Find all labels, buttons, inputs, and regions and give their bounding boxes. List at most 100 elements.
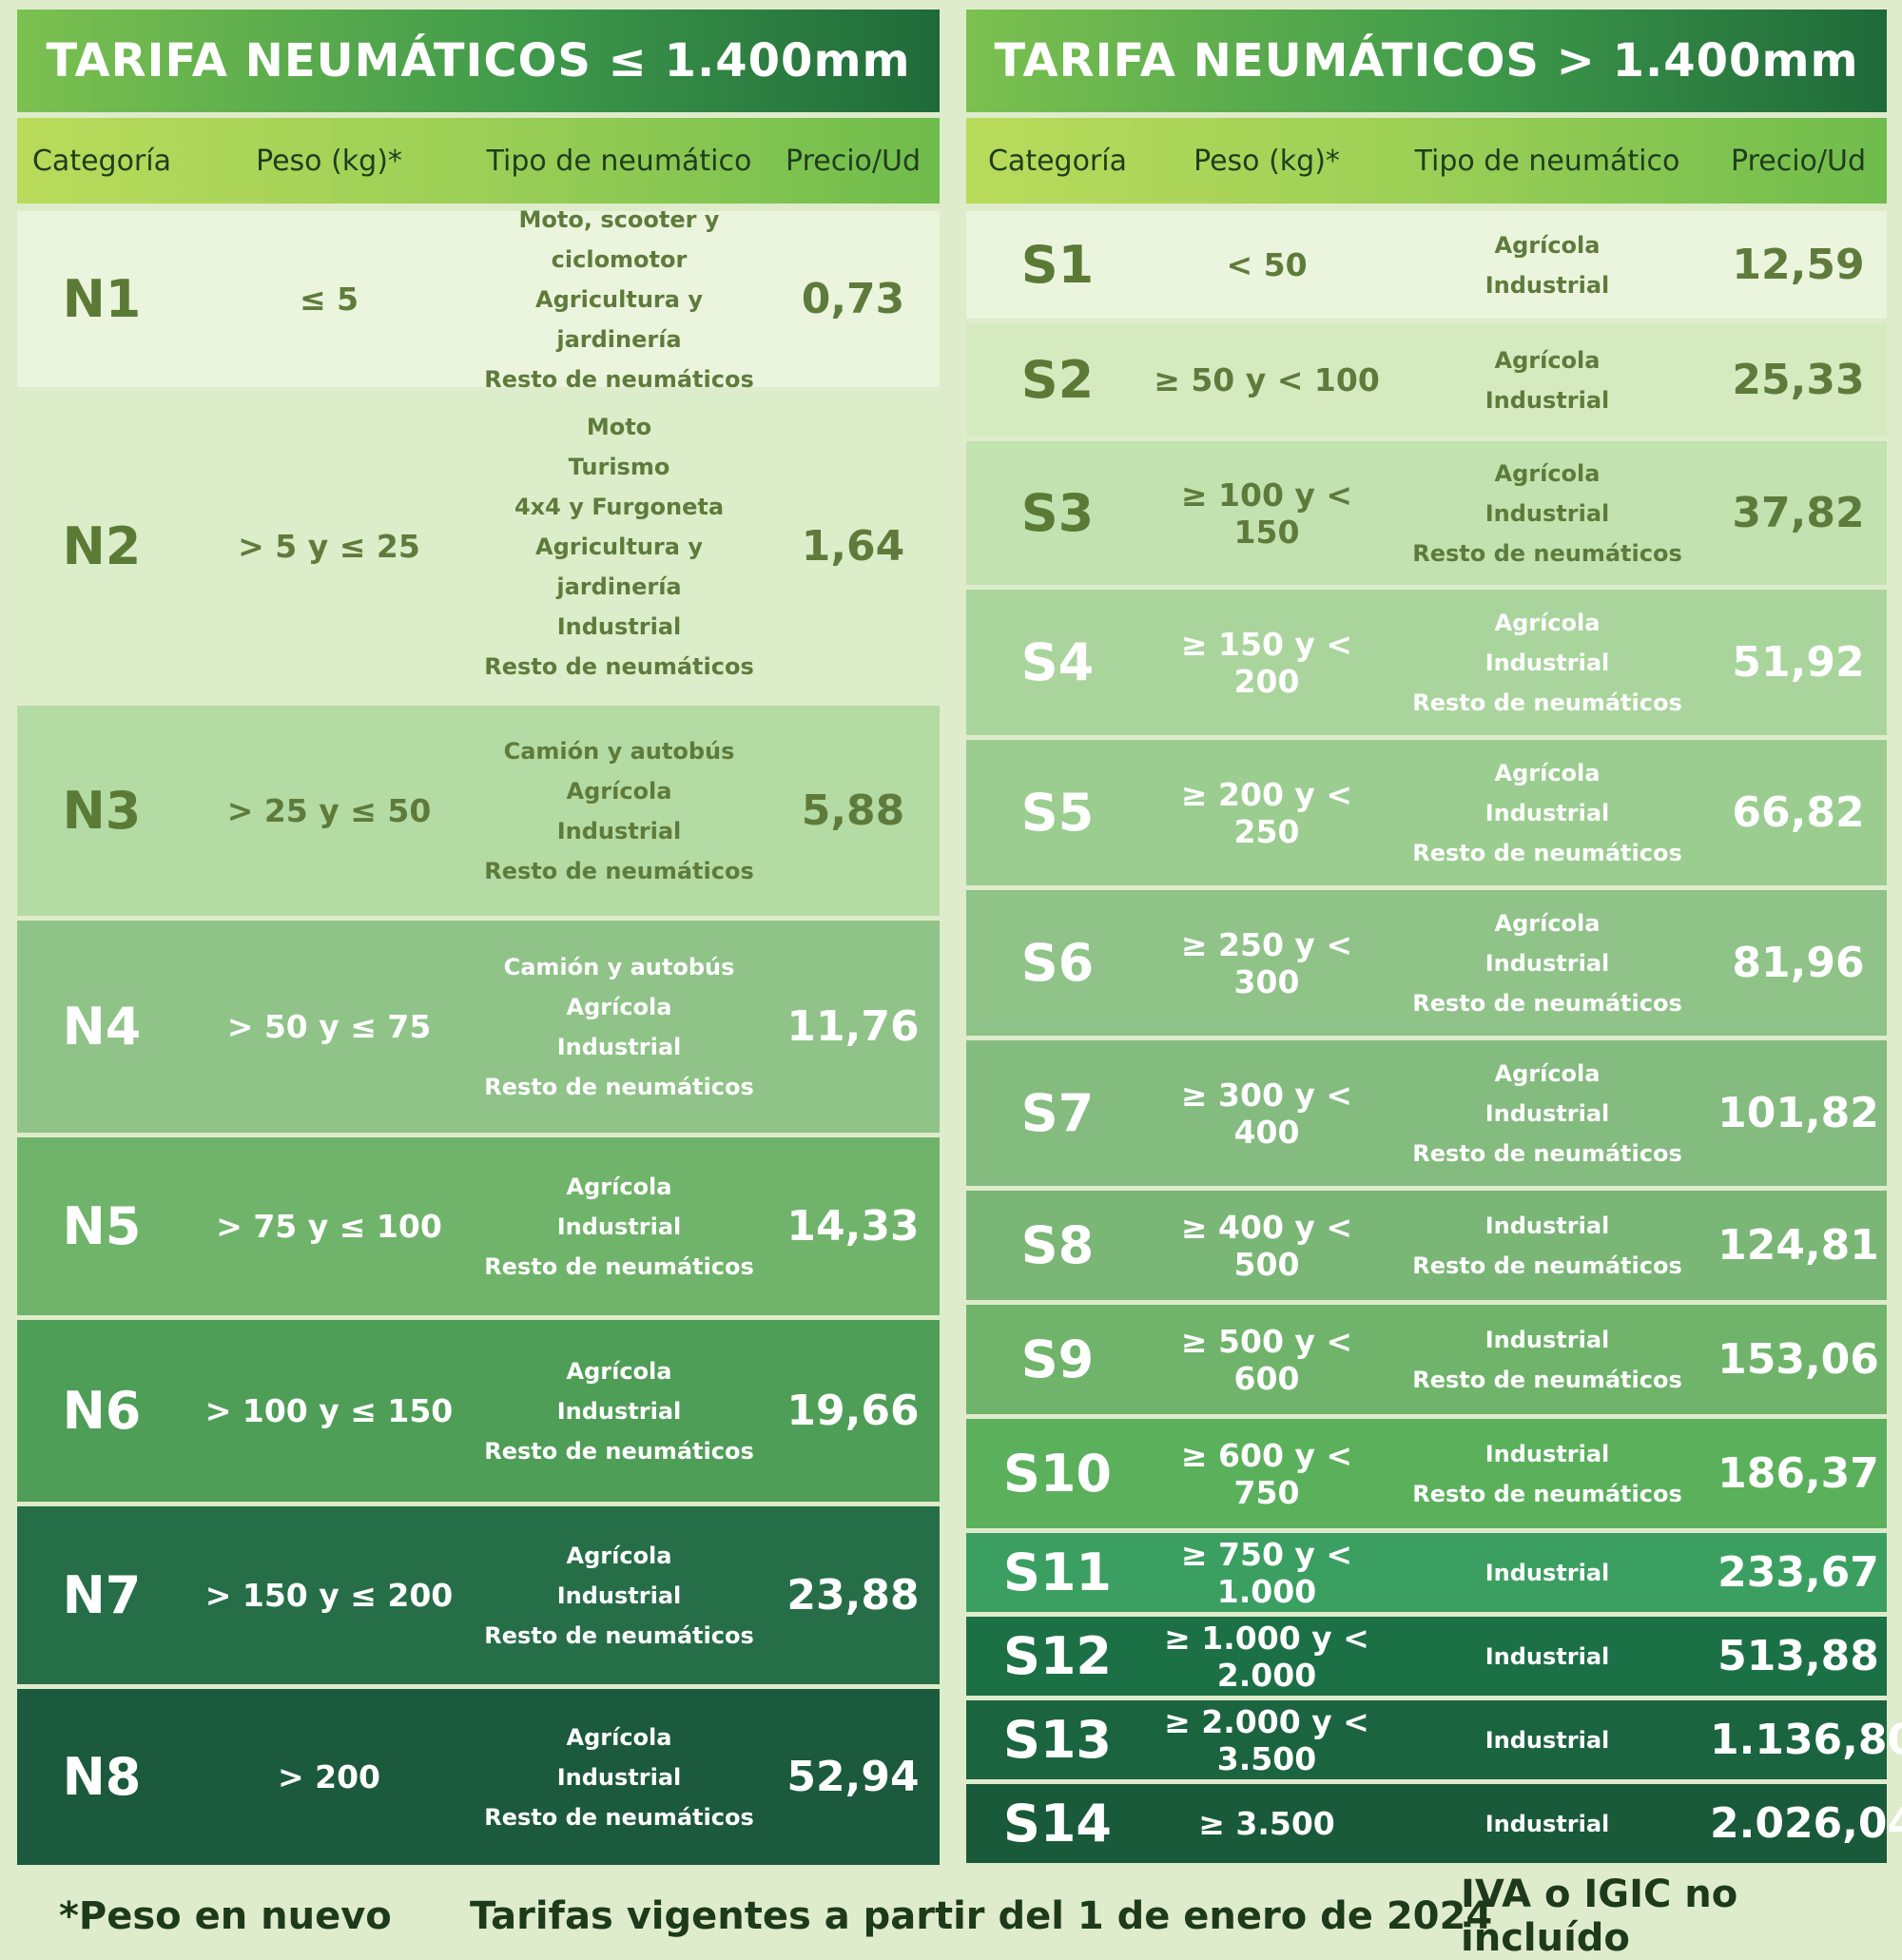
table-row: N1 ≤ 5 Moto, scooter y ciclomotor Agricultu… [17,206,940,393]
category-code: S11 [1002,1543,1113,1602]
table-row: S9 ≥ 500 y < 600 Industrial Resto de neumát… [966,1305,1887,1419]
unit-price: 52,94 [786,1753,920,1801]
weight-range: > 100 y ≤ 150 [204,1392,454,1429]
tyre-type-line: Agrícola [566,1542,672,1569]
tyre-types: Agrícola Industrial [1385,225,1710,305]
weight-range: > 25 y ≤ 50 [226,792,432,829]
tyre-types: Industrial [1385,1637,1710,1677]
tyre-types: Moto, scooter y ciclomotor Agricultura y … [472,200,767,399]
footer-validity: Tarifas vigentes a partir del 1 de enero… [470,1894,1493,1938]
left-table-title: TARIFA NEUMÁTICOS ≤ 1.400mm [17,10,940,112]
tyre-type-line: Resto de neumáticos [484,1252,754,1280]
tyre-type-line: Industrial [1485,386,1610,414]
tyre-types: Moto Turismo 4x4 y Furgoneta Agricultura y … [472,407,767,687]
tyre-type-line: 4x4 y Furgoneta [514,493,725,520]
table-row: S6 ≥ 250 y < 300 Agrícola Industrial Resto d… [966,890,1887,1040]
tyre-type-line: Industrial [1485,1212,1610,1239]
tyre-types: Agrícola Industrial Resto de neumáticos [1385,454,1710,573]
weight-range: > 5 y ≤ 25 [238,528,420,565]
tyre-types: Industrial [1385,1553,1710,1593]
tyre-type-line: Turismo [568,453,670,480]
tyre-type-line: Resto de neumáticos [484,1803,754,1831]
table-row: N5 > 75 y ≤ 100 Agrícola Industrial Resto de… [17,1137,940,1320]
tyre-type-line: Industrial [1485,1642,1610,1670]
tyre-type-line: Agrícola [1494,459,1601,487]
tyre-type-line: Resto de neumáticos [484,652,754,680]
tyre-type-line: Agricultura y jardinería [535,285,703,353]
tyre-type-line: Industrial [1485,1559,1610,1586]
unit-price: 51,92 [1732,638,1865,687]
table-row: N2 > 5 y ≤ 25 Moto Turismo 4x4 y Furgoneta Ag… [17,392,940,706]
header-categoria: Categoría [31,144,171,178]
tyre-type-line: Industrial [556,817,682,844]
right-table-title: TARIFA NEUMÁTICOS > 1.400mm [966,10,1887,112]
tyre-type-line: Agrícola [1494,909,1601,937]
tyre-types: Agrícola Industrial Resto de neumáticos [472,1717,767,1837]
right-table-body: S1 < 50 Agrícola Industrial 12,59 S2 ≥ 50 y < … [966,211,1902,1868]
left-table-body: N1 ≤ 5 Moto, scooter y ciclomotor Agricultu… [17,206,940,1870]
tyre-type-line: Moto, scooter y ciclomotor [518,205,720,273]
tyre-type-line: Industrial [1485,1099,1610,1127]
tyre-type-line: Resto de neumáticos [1412,1480,1682,1507]
tyre-type-line: Industrial [1485,499,1610,527]
weight-range: > 50 y ≤ 75 [226,1008,432,1045]
tyre-types: Camión y autobús Agrícola Industrial Resto … [472,731,767,891]
category-code: S1 [1020,235,1095,295]
table-row: N8 > 200 Agrícola Industrial Resto de neumát… [17,1689,940,1870]
tyre-type-line: Agricultura y jardinería [535,533,703,600]
category-code: N1 [62,269,142,329]
tyre-type-line: Industrial [1485,1440,1610,1467]
header-precio: Precio/Ud [1731,144,1866,178]
weight-range: < 50 [1226,246,1308,283]
right-tariff-panel: TARIFA NEUMÁTICOS > 1.400mm Categoría Pe… [966,10,1902,1868]
unit-price: 12,59 [1732,241,1865,289]
tyre-type-line: Agrícola [566,1723,672,1751]
tyre-type-line: Industrial [1485,949,1610,977]
category-code: S6 [1020,933,1095,993]
tyre-type-line: Industrial [556,1763,682,1791]
tyre-type-line: Industrial [556,1582,682,1609]
unit-price: 1,64 [801,522,905,571]
weight-range: ≥ 100 y < 150 [1180,475,1353,551]
category-code: S5 [1020,783,1095,843]
unit-price: 14,33 [786,1202,920,1251]
tyre-type-line: Resto de neumáticos [484,1621,754,1649]
weight-range: ≥ 3.500 [1198,1805,1335,1842]
category-code: S3 [1020,483,1095,543]
weight-range: ≥ 750 y < 1.000 [1180,1535,1353,1610]
tyre-type-line: Industrial [1485,649,1610,676]
header-peso: Peso (kg)* [256,144,402,178]
weight-range: ≤ 5 [299,281,359,318]
weight-range: ≥ 1.000 y < 2.000 [1164,1619,1369,1694]
unit-price: 101,82 [1718,1089,1879,1137]
category-code: S9 [1020,1329,1095,1389]
tyre-type-line: Resto de neumáticos [1412,839,1682,866]
tyre-type-line: Resto de neumáticos [484,1073,754,1100]
tyre-types: Camión y autobús Agrícola Industrial Resto … [472,947,767,1107]
unit-price: 186,37 [1718,1449,1879,1498]
tyre-type-line: Industrial [556,1397,682,1425]
unit-price: 233,67 [1718,1548,1879,1597]
right-table-header: Categoría Peso (kg)* Tipo de neumático P… [966,118,1887,204]
tyre-types: Agrícola Industrial Resto de neumáticos [472,1167,767,1287]
tyre-types: Agrícola Industrial Resto de neumáticos [472,1351,767,1471]
table-row: S13 ≥ 2.000 y < 3.500 Industrial 1.136,80 [966,1700,1902,1784]
category-code: S10 [1002,1444,1113,1504]
header-tipo: Tipo de neumático [1414,144,1680,178]
weight-range: ≥ 300 y < 400 [1180,1076,1353,1151]
tyre-type-line: Industrial [556,1213,682,1240]
weight-range: ≥ 250 y < 300 [1180,925,1353,1000]
header-tipo: Tipo de neumático [486,144,752,178]
tyre-type-line: Agrícola [1494,346,1601,374]
unit-price: 19,66 [786,1387,920,1435]
table-row: S4 ≥ 150 y < 200 Agrícola Industrial Resto d… [966,590,1887,740]
table-row: S1 < 50 Agrícola Industrial 12,59 [966,211,1887,323]
weight-range: ≥ 50 y < 100 [1154,361,1380,398]
category-code: N2 [62,516,142,576]
tyre-type-line: Industrial [1485,1326,1610,1353]
weight-range: ≥ 600 y < 750 [1180,1436,1353,1511]
unit-price: 1.136,80 [1710,1716,1902,1764]
table-row: S7 ≥ 300 y < 400 Agrícola Industrial Resto d… [966,1040,1887,1191]
tyre-types: Agrícola Industrial Resto de neumáticos [1385,753,1710,873]
left-table-header: Categoría Peso (kg)* Tipo de neumático P… [17,118,940,204]
